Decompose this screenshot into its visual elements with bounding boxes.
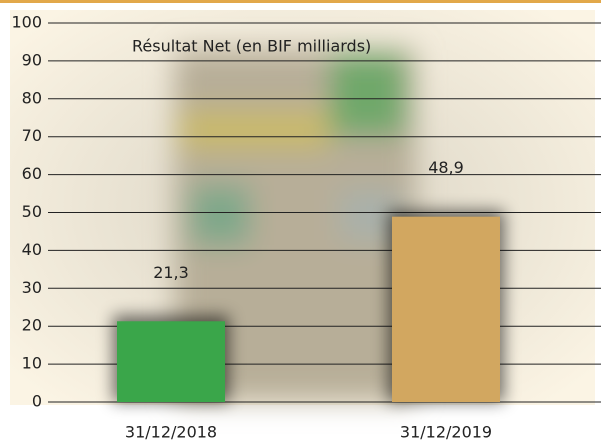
- y-tick-label: 0: [32, 392, 42, 411]
- y-tick-label: 10: [22, 354, 42, 373]
- top-border: [0, 0, 601, 3]
- value-label: 21,3: [153, 263, 189, 282]
- y-tick-label: 40: [22, 240, 42, 259]
- chart-title: Résultat Net (en BIF milliards): [132, 37, 371, 56]
- x-tick-label: 31/12/2019: [400, 423, 492, 442]
- photo-blur: [175, 50, 415, 400]
- y-tick-label: 20: [22, 316, 42, 335]
- bar: [392, 216, 500, 402]
- y-tick-label: 70: [22, 126, 42, 145]
- y-tick-label: 50: [22, 202, 42, 221]
- y-tick-label: 30: [22, 278, 42, 297]
- y-tick-label: 80: [22, 88, 42, 107]
- x-tick-label: 31/12/2018: [125, 423, 217, 442]
- y-tick-label: 60: [22, 164, 42, 183]
- value-label: 48,9: [428, 158, 464, 177]
- y-tick-label: 100: [11, 13, 42, 32]
- y-tick-label: 90: [22, 50, 42, 69]
- bar: [117, 321, 225, 402]
